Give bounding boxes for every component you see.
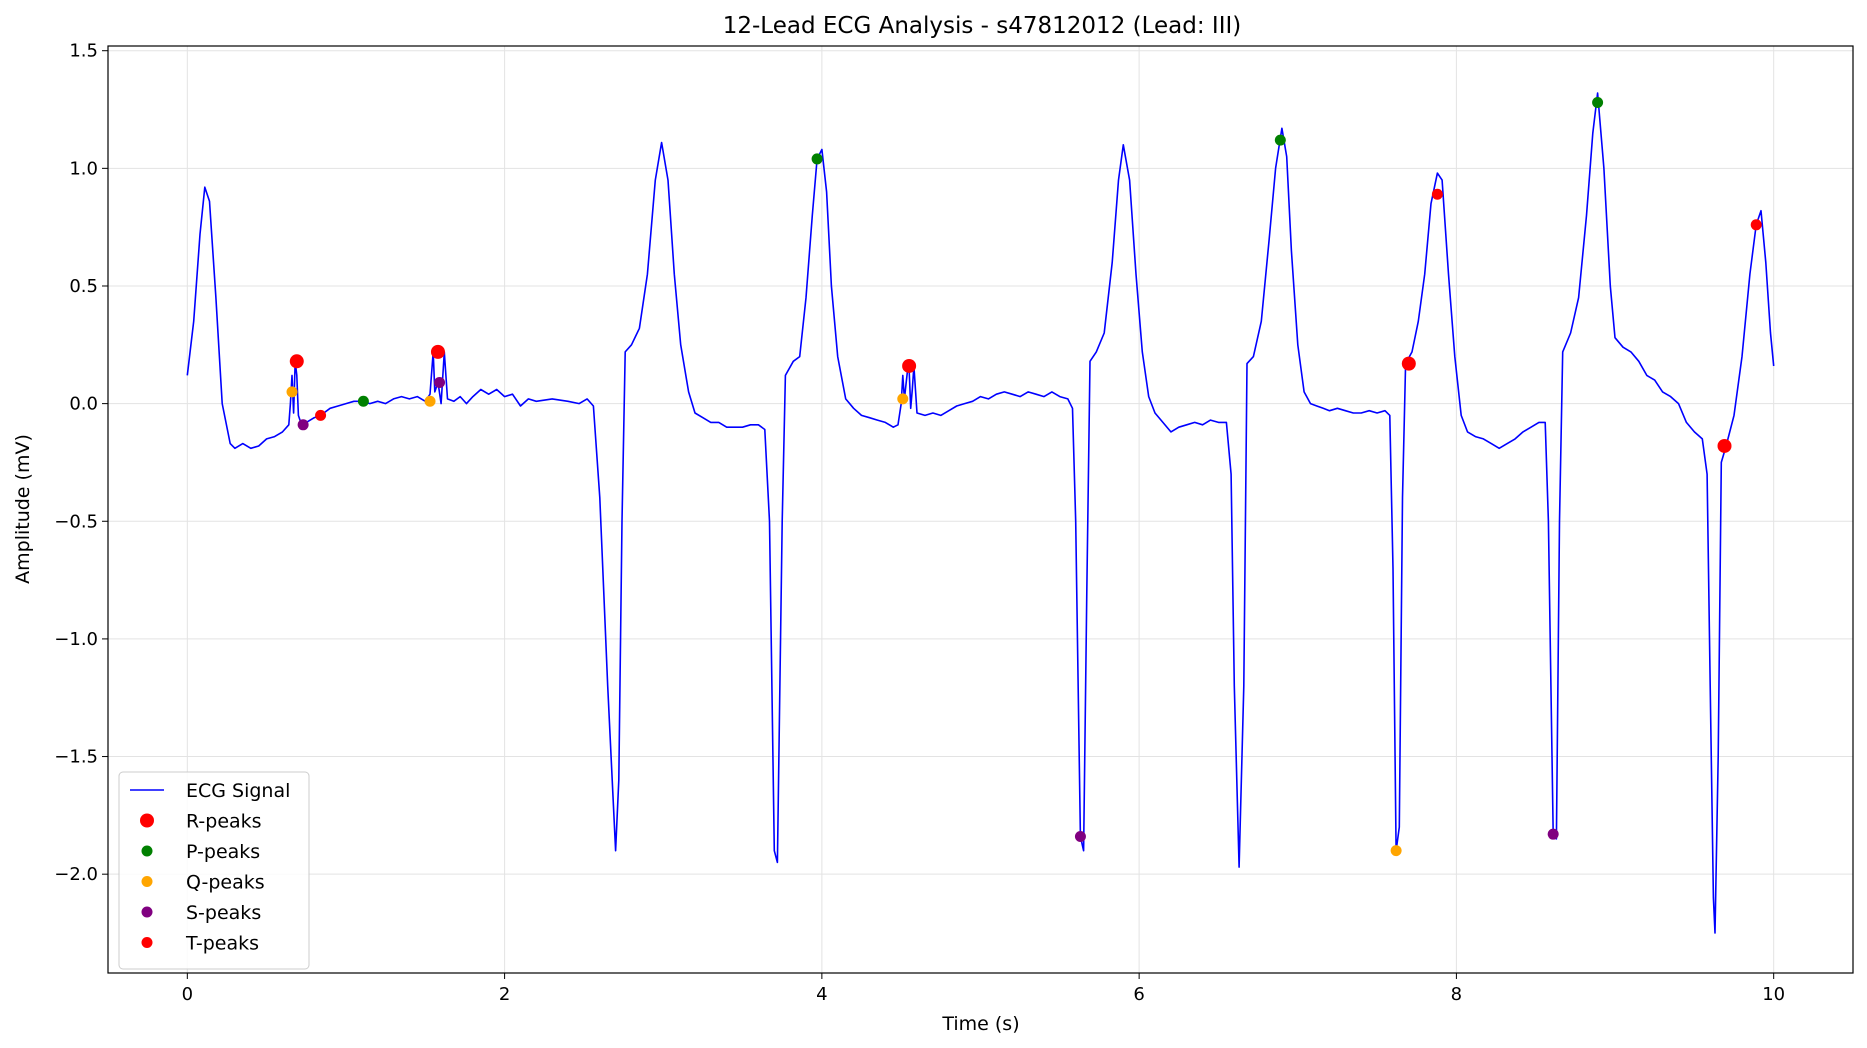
s-peaks-marker	[297, 419, 309, 431]
r-peaks-marker	[289, 354, 304, 369]
legend-q-peaks-label: Q-peaks	[186, 872, 265, 894]
x-tick-label: 0	[182, 984, 193, 1005]
y-tick-label: −0.5	[54, 511, 98, 532]
plot-area	[186, 92, 1775, 934]
s-peaks-marker	[1074, 831, 1086, 843]
q-peaks-marker	[897, 393, 909, 405]
legend-p-peaks-swatch	[141, 845, 153, 857]
q-peaks-marker	[286, 386, 298, 398]
legend-box	[118, 771, 310, 970]
r-peaks-marker	[902, 358, 917, 373]
legend-r-peaks-label: R-peaks	[186, 811, 262, 833]
s-peaks-marker	[434, 376, 446, 388]
y-tick-label: 0.5	[69, 276, 98, 297]
y-tick-label: 1.5	[69, 41, 98, 62]
r-peaks-marker	[1401, 356, 1416, 371]
t-peaks-marker	[1431, 188, 1443, 200]
legend-q-peaks-swatch	[141, 876, 153, 887]
legend-p-peaks-label: P-peaks	[186, 841, 260, 863]
t-peaks-marker	[315, 409, 327, 421]
p-peaks-marker	[811, 153, 823, 165]
legend-t-peaks-label: T-peaks	[185, 933, 259, 955]
chart-title: 12-Lead ECG Analysis - s47812012 (Lead: …	[723, 13, 1242, 39]
axes-frame	[107, 45, 1854, 974]
x-axis: 0 2 4 6 8 10	[182, 973, 1785, 1005]
p-peaks-marker	[1592, 96, 1604, 108]
legend-s-peaks-swatch	[141, 906, 153, 918]
legend-ecg-signal-label: ECG Signal	[186, 780, 290, 802]
y-axis-label: Amplitude (mV)	[12, 434, 34, 584]
y-tick-label: −2.0	[54, 864, 98, 885]
legend: ECG Signal R-peaks P-peaks Q-peaks S-peaks T-…	[118, 771, 310, 970]
p-peaks-marker	[1274, 134, 1286, 146]
q-peaks-marker	[424, 395, 436, 407]
r-peaks-marker	[1717, 438, 1732, 453]
p-peaks-marker	[357, 395, 369, 407]
t-peaks-marker	[1750, 219, 1762, 231]
r-peaks-marker	[430, 344, 445, 359]
x-tick-label: 10	[1762, 984, 1785, 1005]
s-peaks-marker	[1547, 828, 1559, 840]
x-tick-label: 6	[1133, 984, 1144, 1005]
y-tick-label: −1.0	[54, 629, 98, 650]
x-tick-label: 2	[499, 984, 510, 1005]
y-tick-label: 0.0	[69, 394, 98, 415]
x-axis-label: Time (s)	[941, 1013, 1019, 1035]
q-peaks-marker	[1390, 845, 1402, 857]
legend-s-peaks-label: S-peaks	[186, 902, 261, 924]
legend-r-peaks-swatch	[140, 813, 154, 828]
y-tick-label: −1.5	[54, 747, 98, 768]
x-tick-label: 4	[816, 984, 827, 1005]
y-tick-label: 1.0	[69, 158, 98, 179]
y-axis: 1.5 1.0 0.5 0.0 −0.5 −1.0 −1.5 −2.0	[54, 41, 108, 885]
x-tick-label: 8	[1451, 984, 1462, 1005]
legend-t-peaks-swatch	[141, 937, 153, 948]
